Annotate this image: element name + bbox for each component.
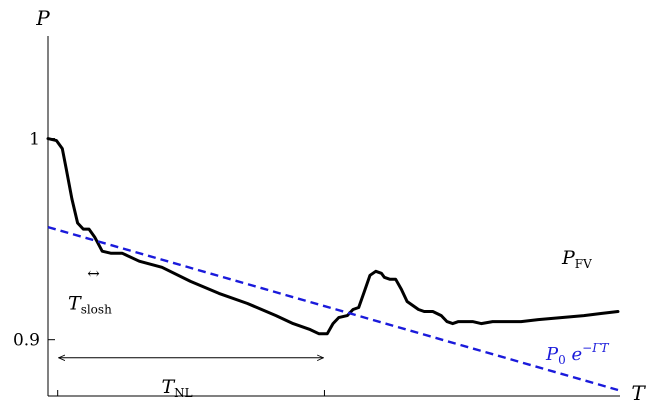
nl-label: TNL bbox=[161, 376, 192, 400]
labels: P T PFV P0 e−ΓT bbox=[35, 6, 646, 405]
x-axis-label: T bbox=[631, 381, 646, 405]
series-layer bbox=[46, 137, 620, 392]
slosh-label: Tslosh bbox=[68, 292, 112, 316]
y-tick-label: 1 bbox=[29, 130, 40, 150]
axes bbox=[47, 36, 620, 397]
ticks: 10.9 bbox=[13, 130, 325, 396]
y-tick-label: 0.9 bbox=[13, 331, 40, 351]
series-line-0 bbox=[46, 137, 620, 336]
series-label-fit: P0 e−ΓT bbox=[545, 341, 610, 367]
slosh-arrow: ↔ bbox=[87, 264, 100, 282]
series-line-1 bbox=[47, 225, 619, 392]
series-label-pfv: PFV bbox=[561, 247, 592, 271]
y-axis-label: P bbox=[35, 6, 50, 30]
annotations: ↔ Tslosh TNL bbox=[59, 264, 324, 400]
